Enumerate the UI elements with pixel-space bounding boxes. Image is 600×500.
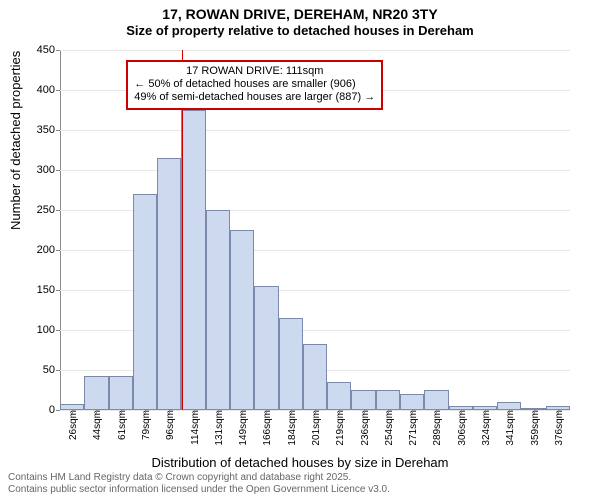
x-tick-mark [485,410,486,414]
x-tick-label: 26sqm [68,410,79,440]
chart-title: 17, ROWAN DRIVE, DEREHAM, NR20 3TY [0,0,600,23]
x-tick-label: 114sqm [190,410,201,445]
x-tick-label: 324sqm [481,410,492,446]
x-tick-label: 79sqm [141,410,152,440]
x-tick-label: 96sqm [165,410,176,440]
chart-subtitle: Size of property relative to detached ho… [0,23,600,39]
x-tick-mark [121,410,122,414]
x-tick-mark [534,410,535,414]
y-tick-mark [56,50,60,51]
histogram-bar [109,376,133,410]
histogram-bar [84,376,108,410]
x-tick-mark [364,410,365,414]
y-tick-mark [56,410,60,411]
footer-attribution: Contains HM Land Registry data © Crown c… [8,472,390,496]
histogram-bar [279,318,303,410]
x-tick-label: 236sqm [360,410,371,446]
x-tick-mark [145,410,146,414]
y-tick-mark [56,330,60,331]
annotation-box: 17 ROWAN DRIVE: 111sqm← 50% of detached … [126,60,383,110]
gridline [60,170,570,171]
y-tick-mark [56,170,60,171]
histogram-bar [400,394,424,410]
x-tick-label: 61sqm [117,410,128,440]
x-tick-label: 359sqm [530,410,541,446]
annotation-line: 49% of semi-detached houses are larger (… [134,91,375,104]
y-axis-line [60,50,61,410]
x-tick-label: 376sqm [554,410,565,446]
x-tick-label: 184sqm [287,410,298,446]
footer-line: Contains public sector information licen… [8,484,390,496]
x-tick-mark [388,410,389,414]
chart-container: 17, ROWAN DRIVE, DEREHAM, NR20 3TY Size … [0,0,600,500]
gridline [60,130,570,131]
annotation-line: ← 50% of detached houses are smaller (90… [134,78,375,91]
y-tick-mark [56,90,60,91]
annotation-title: 17 ROWAN DRIVE: 111sqm [134,65,375,78]
gridline [60,50,570,51]
x-tick-label: 219sqm [335,410,346,446]
plot-area: 05010015020025030035040045026sqm44sqm61s… [60,50,570,410]
x-tick-mark [291,410,292,414]
x-tick-mark [315,410,316,414]
histogram-bar [181,110,205,410]
x-tick-label: 306sqm [457,410,468,446]
y-axis-label: Number of detached properties [8,51,23,230]
y-tick-mark [56,370,60,371]
x-tick-mark [194,410,195,414]
x-tick-mark [72,410,73,414]
histogram-bar [424,390,448,410]
x-tick-mark [96,410,97,414]
y-tick-mark [56,250,60,251]
x-tick-mark [218,410,219,414]
histogram-bar [376,390,400,410]
x-tick-mark [509,410,510,414]
x-axis-label: Distribution of detached houses by size … [0,455,600,470]
x-tick-mark [242,410,243,414]
x-tick-label: 254sqm [384,410,395,446]
footer-line: Contains HM Land Registry data © Crown c… [8,472,390,484]
x-tick-label: 131sqm [214,410,225,446]
histogram-bar [327,382,351,410]
x-tick-label: 341sqm [505,410,516,446]
x-tick-mark [339,410,340,414]
histogram-bar [230,230,254,410]
histogram-bar [303,344,327,410]
x-tick-label: 44sqm [92,410,103,440]
y-tick-mark [56,130,60,131]
histogram-bar [254,286,278,410]
x-tick-label: 149sqm [238,410,249,446]
y-tick-mark [56,290,60,291]
y-tick-mark [56,210,60,211]
x-tick-label: 201sqm [311,410,322,446]
x-tick-mark [412,410,413,414]
x-tick-mark [266,410,267,414]
x-tick-mark [461,410,462,414]
x-tick-mark [436,410,437,414]
histogram-bar [206,210,230,410]
x-tick-label: 289sqm [432,410,443,446]
x-tick-mark [558,410,559,414]
histogram-bar [157,158,181,410]
x-tick-mark [169,410,170,414]
x-tick-label: 166sqm [262,410,273,446]
x-tick-label: 271sqm [408,410,419,446]
histogram-bar [133,194,157,410]
histogram-bar [351,390,375,410]
histogram-bar [497,402,521,410]
